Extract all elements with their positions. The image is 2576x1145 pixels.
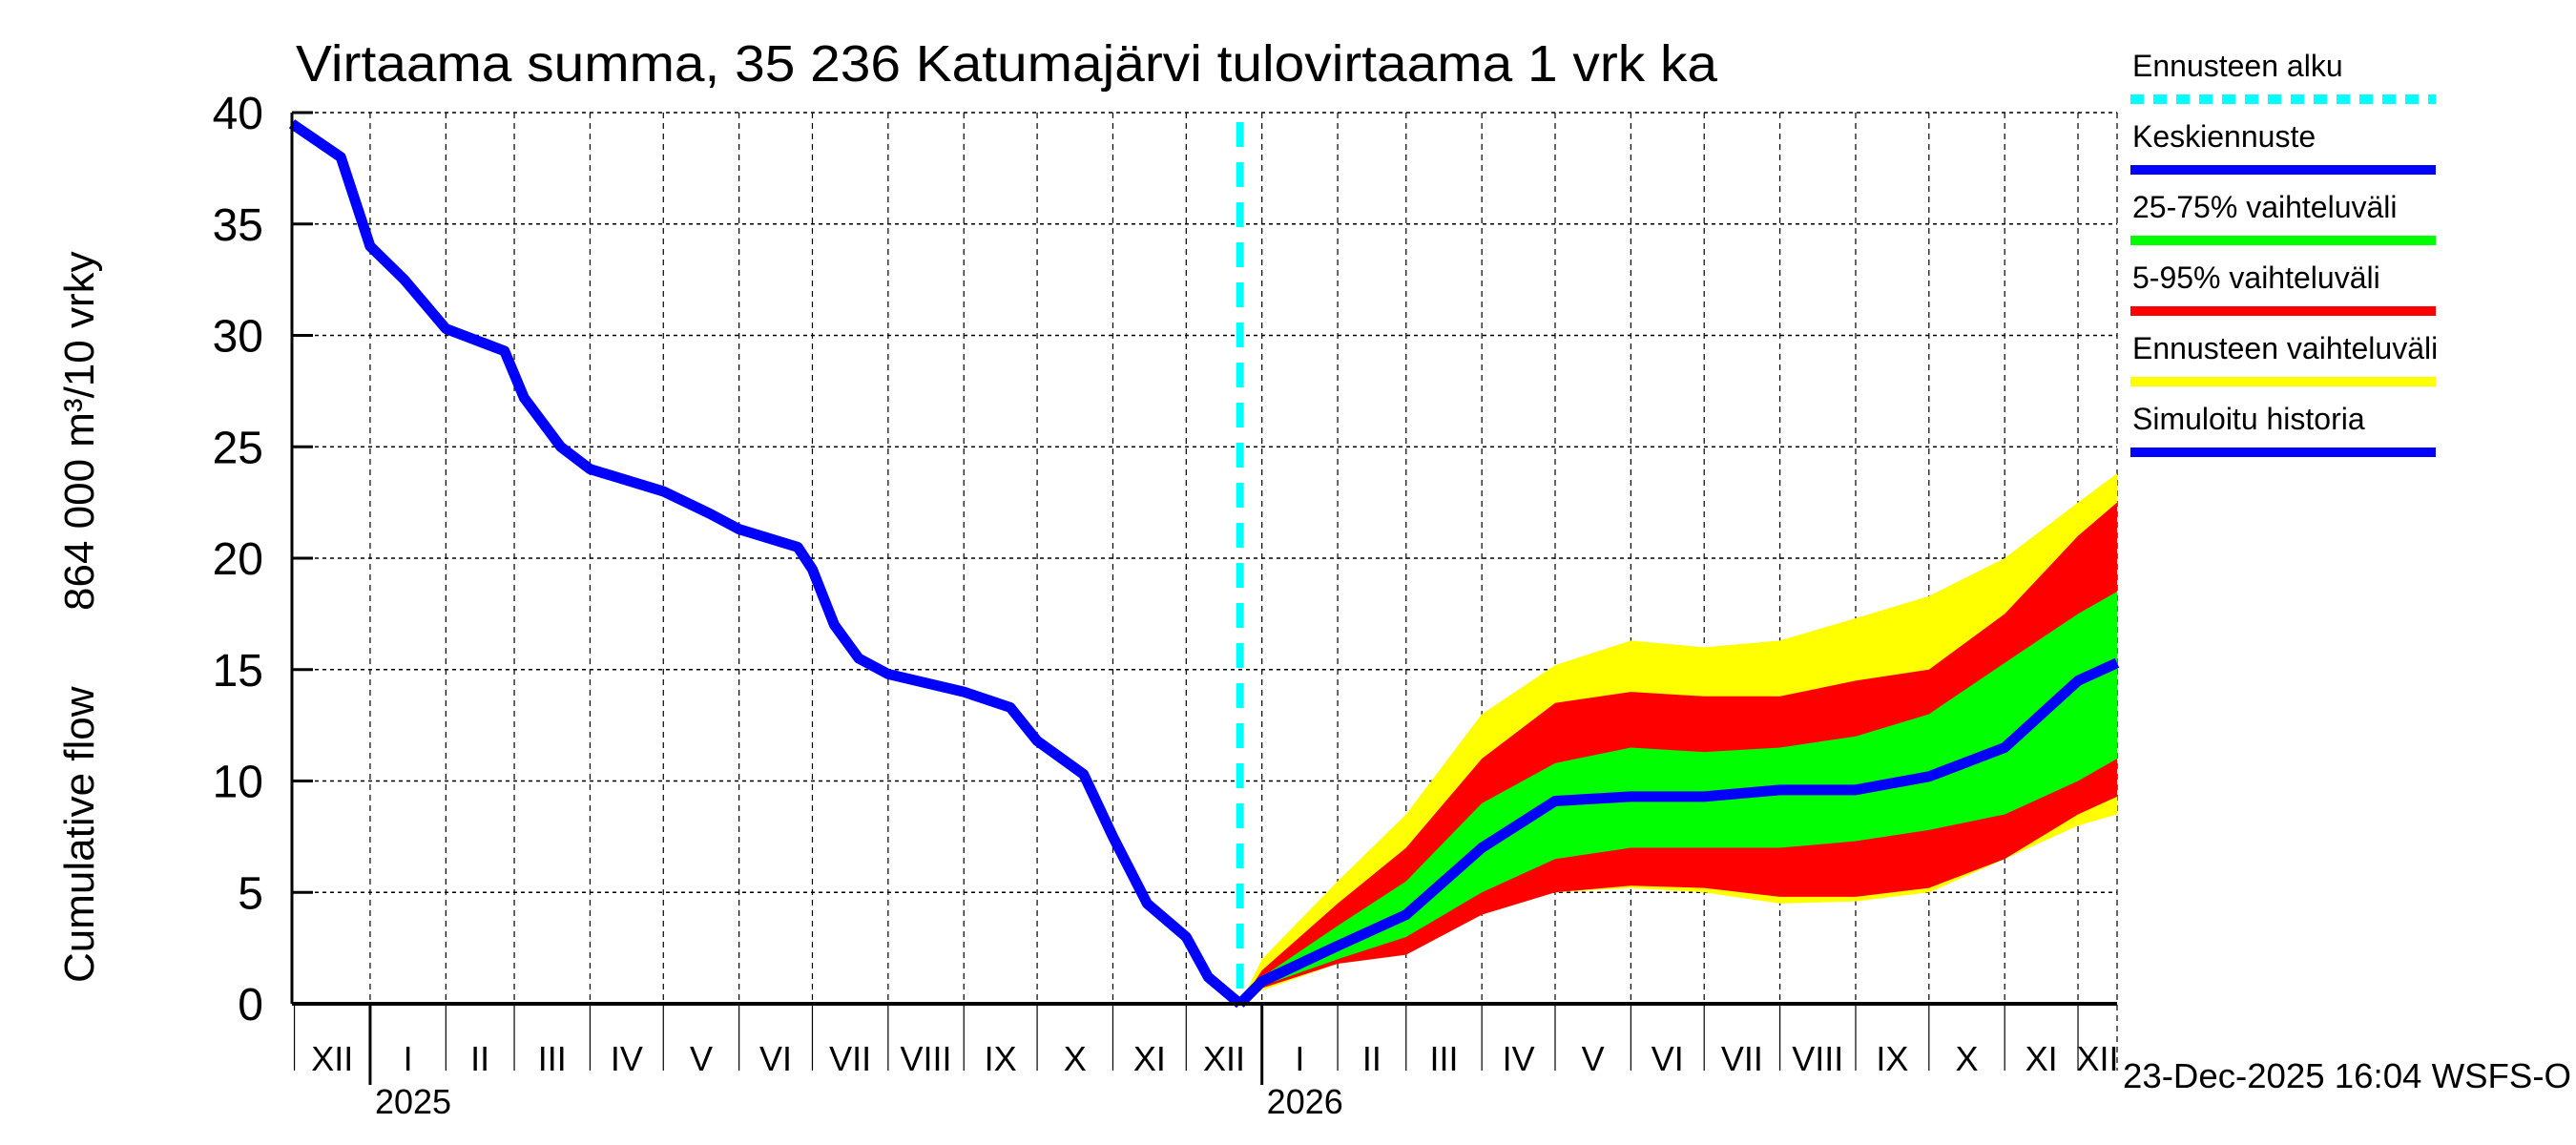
grid — [292, 112, 2118, 1071]
month-label: IV — [611, 1039, 643, 1078]
legend-label: Keskiennuste — [2132, 119, 2316, 154]
y-tick-label: 10 — [213, 758, 263, 808]
month-label: II — [1362, 1039, 1381, 1078]
month-label: III — [1429, 1039, 1458, 1078]
series-lines — [288, 119, 2120, 1009]
month-label: X — [1064, 1039, 1087, 1078]
month-label: IV — [1503, 1039, 1535, 1078]
month-label: VI — [1652, 1039, 1684, 1078]
forecast-bands — [1239, 473, 2117, 1004]
month-label: VII — [829, 1039, 871, 1078]
legend-label: Simuloitu historia — [2132, 402, 2365, 436]
history-line — [288, 119, 1244, 1009]
y-tick-label: 15 — [213, 646, 263, 697]
month-label: V — [1582, 1039, 1605, 1078]
y-tick-label: 20 — [213, 534, 263, 585]
month-label: VIII — [1792, 1039, 1843, 1078]
year-label: 2025 — [375, 1082, 451, 1121]
month-label: VII — [1721, 1039, 1763, 1078]
month-label: X — [1955, 1039, 1978, 1078]
y-axis-label-left: Cumulative flow — [56, 686, 103, 983]
month-label: I — [404, 1039, 413, 1078]
y-tick-label: 0 — [238, 980, 263, 1030]
legend-label: 5-95% vaihteluväli — [2132, 260, 2380, 295]
legend: Ennusteen alku Keskiennuste 25-75% vaihtel… — [2130, 49, 2438, 457]
y-axis-label-right: 864 000 m³/10 vrky — [56, 251, 103, 611]
timestamp: 23-Dec-2025 16:04 WSFS-O — [2123, 1056, 2571, 1095]
legend-label: 25-75% vaihteluväli — [2132, 190, 2398, 224]
month-label: XI — [1133, 1039, 1166, 1078]
month-label: V — [690, 1039, 713, 1078]
month-label: XI — [2025, 1039, 2058, 1078]
month-label: III — [538, 1039, 567, 1078]
month-label: IX — [1876, 1039, 1908, 1078]
legend-label: Ennusteen vaihteluväli — [2132, 331, 2438, 365]
y-tick-label: 35 — [213, 200, 263, 251]
month-label: II — [470, 1039, 489, 1078]
month-label: XII — [1203, 1039, 1245, 1078]
y-tick-label: 30 — [213, 312, 263, 363]
month-label: IX — [985, 1039, 1017, 1078]
y-tick-label: 25 — [213, 423, 263, 473]
year-label: 2026 — [1267, 1082, 1343, 1121]
month-label: XII — [311, 1039, 353, 1078]
chart-title: Virtaama summa, 35 236 Katumajärvi tulov… — [296, 35, 1718, 93]
y-tick-label: 40 — [213, 89, 263, 139]
month-label: VI — [759, 1039, 792, 1078]
month-label: VIII — [901, 1039, 952, 1078]
month-label: XII — [2077, 1039, 2119, 1078]
month-label: I — [1295, 1039, 1304, 1078]
median-line — [1236, 657, 2120, 1008]
legend-label: Ennusteen alku — [2132, 49, 2343, 83]
y-tick-label: 5 — [238, 868, 263, 919]
